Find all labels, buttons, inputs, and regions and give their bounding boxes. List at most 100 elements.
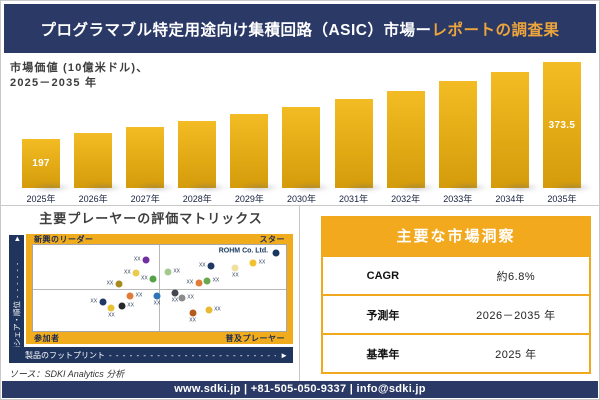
quadrant-label-emerging-leaders: 新興のリーダー — [34, 235, 94, 244]
scatter-point: XX — [249, 259, 265, 267]
matrix-frame: 新興のリーダー スター 参加者 普及プレーヤー XX XX XX XX XX XX XX XX… — [26, 234, 293, 344]
bar-year-label: 2028年 — [182, 194, 212, 204]
insights-row-base-year: 基準年 2025 年 — [323, 333, 589, 372]
up-arrow-icon: ► — [12, 235, 21, 243]
bar-year-label: 2032年 — [391, 194, 421, 204]
bar-column: 373.5 2035年 — [540, 62, 584, 204]
matrix-x-axis-bar: 製品のフットプリント - - - - - - - - - - - - - - -… — [9, 347, 293, 363]
header-bar: プログラマブル特定用途向け集積回路（ASIC）市場ーレポートの調査果 — [4, 4, 596, 53]
source-note: ソース：SDKI Analytics 分析 — [9, 369, 125, 379]
scatter-point-label: XX — [214, 306, 221, 313]
bar-year-label: 2031年 — [339, 194, 369, 204]
bar-2027年 — [126, 127, 165, 188]
bar-column: 2029年 — [227, 62, 271, 204]
bar-value-label: 373.5 — [548, 119, 576, 131]
insights-title: 主要な市場洞察 — [323, 218, 589, 255]
scatter-point: XX — [171, 289, 179, 304]
scatter-point-label: XX — [141, 275, 148, 282]
scatter-point-label: XX — [232, 272, 239, 279]
bar-2028年 — [178, 121, 217, 188]
bar-2026年 — [74, 133, 113, 188]
bar-2025年: 197 — [22, 139, 60, 188]
matrix-y-axis-content: 市場シェア・順位 - - - - - - ► — [9, 235, 24, 363]
scatter-point-label: XX — [124, 269, 131, 276]
bar-year-label: 2025年 — [26, 194, 56, 204]
insights-row-label: 予測年 — [366, 309, 400, 322]
matrix-x-axis-label: 製品のフットプリント — [25, 350, 105, 360]
insights-row-forecast-years: 予測年 2026－2035 年 — [323, 294, 589, 333]
insights-row-value: 約6.8% — [496, 270, 536, 283]
quadrant-label-participants: 参加者 — [34, 334, 60, 343]
bar-column: 2033年 — [436, 62, 480, 204]
bar-2032年 — [386, 91, 425, 188]
scatter-point: XX — [141, 275, 157, 283]
scatter-point-label: XX — [186, 279, 194, 286]
scatter-point: XX — [189, 309, 197, 323]
bar-2034年 — [490, 72, 529, 188]
bar-year-label: 2029年 — [234, 194, 264, 204]
bar-2031年 — [334, 99, 373, 188]
bar-2035年: 373.5 — [542, 62, 581, 188]
scatter-point-label: XX — [258, 259, 266, 266]
scatter-point-label: XX — [108, 312, 115, 319]
chart-subtitle: 市場価値 (10億米ドル)、 2025－2035 年 — [10, 61, 148, 91]
chart-subtitle-line2: 2025－2035 年 — [10, 77, 98, 89]
page-title-accent: レポートの調査果 — [431, 21, 560, 39]
scatter-point-label: XX — [173, 268, 181, 275]
footer-contact: www.sdki.jp | +81-505-050-9337 | info@sd… — [174, 383, 426, 395]
bar-2030年 — [282, 107, 321, 188]
bar-year-label: 2034年 — [495, 194, 525, 204]
scatter-point: XX — [187, 279, 203, 287]
matrix-x-axis-dashes: - - - - - - - - - - - - - - - - - - - - … — [109, 350, 277, 360]
scatter-point-label: XX — [127, 302, 134, 309]
bar-year-label: 2033年 — [443, 194, 473, 204]
footer-bar: www.sdki.jp | +81-505-050-9337 | info@sd… — [2, 381, 598, 398]
chart-subtitle-line1: 市場価値 (10億米ドル)、 — [10, 62, 149, 74]
bar-year-label: 2035年 — [547, 194, 577, 204]
scatter-point: XX — [107, 280, 123, 288]
bar-column: 2034年 — [488, 62, 532, 204]
scatter-point-label: ROHM Co. Ltd. — [218, 247, 269, 255]
insights-row-value: 2026－2035 年 — [476, 309, 556, 322]
section-divider — [1, 205, 599, 206]
bar-year-label: 2026年 — [78, 194, 108, 204]
matrix-y-axis-bar: 市場シェア・順位 - - - - - - ► — [9, 235, 24, 363]
bar-column: 2027年 — [123, 62, 167, 204]
scatter-point-label: XX — [133, 256, 141, 263]
insights-row-cagr: CAGR 約6.8% — [323, 255, 589, 294]
scatter-point: ROHM Co. Ltd. — [219, 248, 280, 257]
matrix-y-axis-dashes: - - - - - - — [12, 261, 21, 298]
scatter-point: XX — [203, 277, 219, 285]
page-title-main: プログラマブル特定用途向け集積回路（ASIC）市場ー — [40, 21, 432, 39]
bar-column: 2028年 — [175, 62, 219, 204]
scatter-point-label: XX — [153, 300, 161, 307]
insights-panel: 主要な市場洞察 CAGR 約6.8% 予測年 2026－2035 年 基準年 2… — [321, 216, 591, 374]
insights-row-label: 基準年 — [366, 348, 400, 361]
scatter-point: XX — [90, 298, 107, 306]
column-divider — [299, 205, 300, 384]
scatter-point-label: XX — [171, 297, 179, 304]
scatter-point-label: XX — [90, 298, 98, 305]
bar-year-label: 2027年 — [130, 194, 160, 204]
scatter-point: XX — [231, 264, 239, 278]
bar-column: 2031年 — [332, 62, 376, 204]
scatter-point: XX — [178, 294, 194, 302]
matrix-title: 主要プレーヤーの評価マトリックス — [39, 211, 263, 226]
insights-row-value: 2025 年 — [495, 348, 537, 361]
bar-column: 2026年 — [71, 62, 115, 204]
bar-2033年 — [438, 81, 477, 188]
right-arrow-icon: ► — [280, 350, 288, 360]
matrix-plot: XX XX XX XX XX XX XX XX XX XX ROHM Co. Ltd. XX XX XX X… — [32, 244, 287, 332]
insights-row-label: CAGR — [366, 269, 400, 282]
bar-2029年 — [230, 114, 269, 188]
bar-value-label: 197 — [32, 158, 50, 169]
scatter-point: XX — [205, 306, 221, 314]
bar-chart: 197 2025年 2026年 2027年 2028年 2029年 2030年 2031年 20… — [19, 62, 584, 204]
page-title: プログラマブル特定用途向け集積回路（ASIC）市場ーレポートの調査果 — [40, 18, 559, 40]
bar-column: 2032年 — [384, 62, 428, 204]
scatter-point-label: XX — [189, 317, 196, 324]
bar-year-label: 2030年 — [286, 194, 316, 204]
scatter-point: XX — [107, 304, 115, 319]
scatter-point-label: XX — [212, 277, 220, 284]
